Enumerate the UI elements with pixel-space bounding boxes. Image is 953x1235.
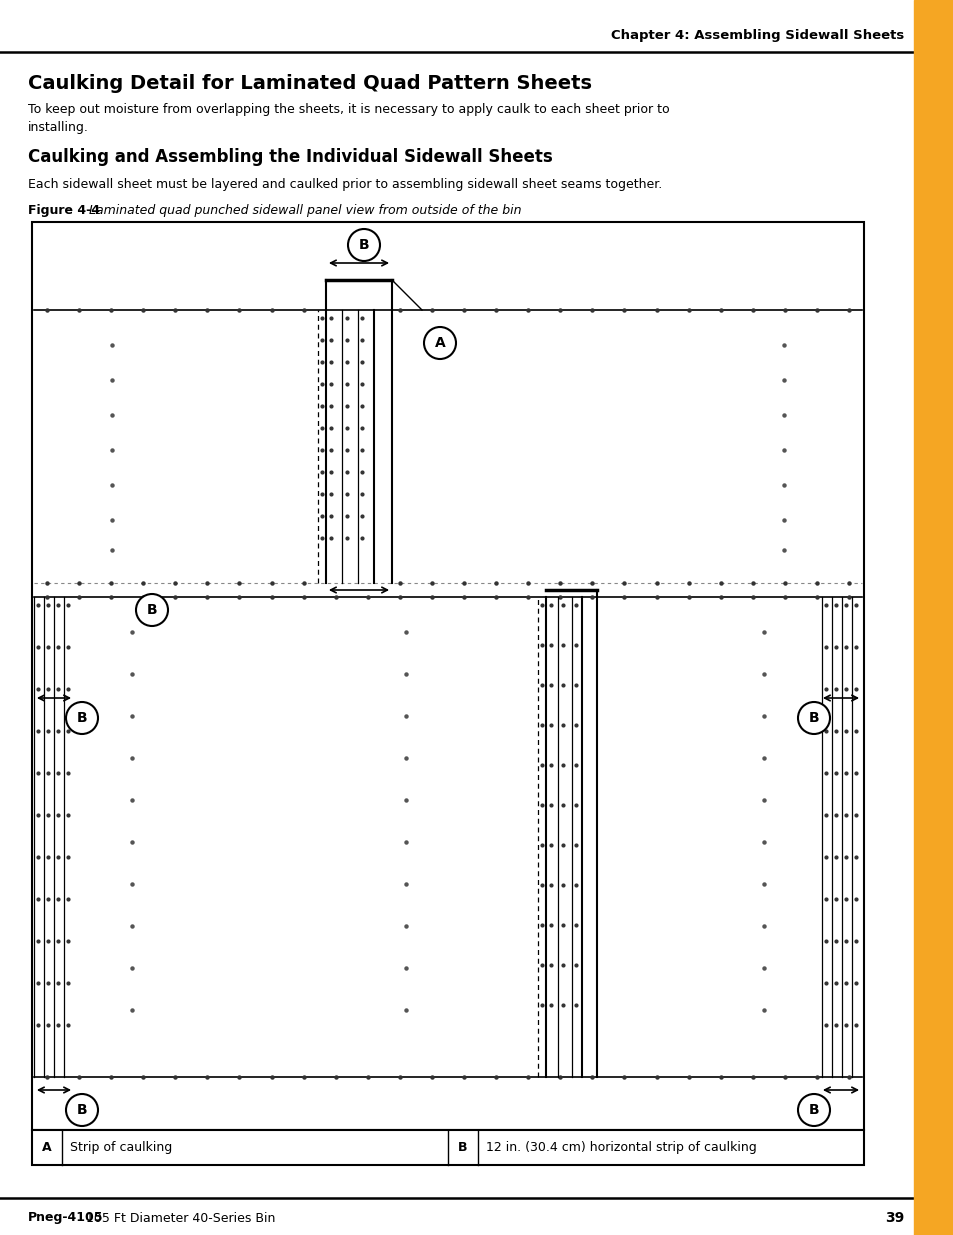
Text: A: A — [42, 1141, 51, 1153]
Bar — [32, 222, 863, 1130]
Circle shape — [423, 327, 456, 359]
Text: Caulking Detail for Laminated Quad Pattern Sheets: Caulking Detail for Laminated Quad Patte… — [28, 74, 592, 93]
Text: B: B — [76, 1103, 88, 1116]
Circle shape — [66, 701, 98, 734]
Text: B: B — [147, 603, 157, 618]
Text: 39: 39 — [883, 1212, 903, 1225]
Text: 12 in. (30.4 cm) horizontal strip of caulking: 12 in. (30.4 cm) horizontal strip of cau… — [485, 1141, 756, 1153]
Bar — [32, 1130, 863, 1165]
Text: Pneg-4105: Pneg-4105 — [28, 1212, 103, 1224]
Circle shape — [66, 1094, 98, 1126]
Bar — [913, 0, 953, 1235]
Text: Strip of caulking: Strip of caulking — [70, 1141, 172, 1153]
Circle shape — [797, 701, 829, 734]
Text: Caulking and Assembling the Individual Sidewall Sheets: Caulking and Assembling the Individual S… — [28, 148, 552, 165]
Text: B: B — [76, 711, 88, 725]
Text: A: A — [435, 336, 445, 350]
Circle shape — [797, 1094, 829, 1126]
Text: Chapter 4: Assembling Sidewall Sheets: Chapter 4: Assembling Sidewall Sheets — [610, 30, 903, 42]
Circle shape — [348, 228, 379, 261]
Text: B: B — [808, 1103, 819, 1116]
Text: To keep out moisture from overlapping the sheets, it is necessary to apply caulk: To keep out moisture from overlapping th… — [28, 103, 669, 135]
Text: Laminated quad punched sidewall panel view from outside of the bin: Laminated quad punched sidewall panel vi… — [85, 204, 521, 217]
Text: B: B — [457, 1141, 467, 1153]
Circle shape — [136, 594, 168, 626]
Text: B: B — [358, 238, 369, 252]
Text: Each sidewall sheet must be layered and caulked prior to assembling sidewall she: Each sidewall sheet must be layered and … — [28, 178, 661, 191]
Text: Figure 4-4: Figure 4-4 — [28, 204, 100, 217]
Text: 105 Ft Diameter 40-Series Bin: 105 Ft Diameter 40-Series Bin — [82, 1212, 275, 1224]
Text: B: B — [808, 711, 819, 725]
